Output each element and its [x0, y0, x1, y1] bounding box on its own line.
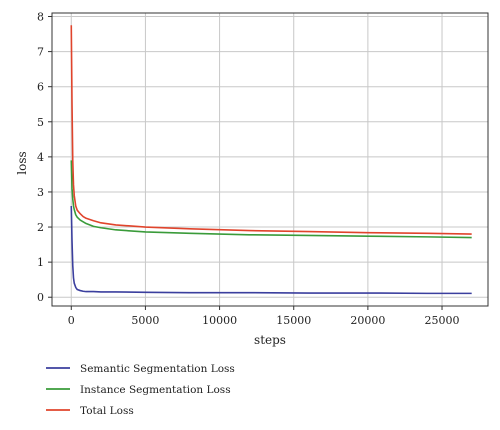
x-tick-label: 0	[68, 314, 75, 327]
x-tick-label: 10000	[202, 314, 237, 327]
legend-label: Semantic Segmentation Loss	[80, 363, 235, 375]
series-line-1	[70, 160, 472, 239]
y-tick-label: 3	[37, 186, 44, 199]
x-axis-ticks: 0 5000 10000 15000 20000 25000	[68, 306, 460, 327]
y-axis-ticks: 0 1 2 3 4 5 6 7 8	[37, 11, 52, 304]
y-tick-label: 1	[37, 256, 44, 269]
x-tick-label: 5000	[131, 314, 159, 327]
y-tick-label: 7	[37, 46, 44, 59]
grid-lines	[52, 13, 488, 306]
x-axis-label: steps	[254, 333, 286, 347]
y-tick-label: 8	[37, 11, 44, 24]
y-tick-label: 4	[37, 151, 44, 164]
x-tick-label: 20000	[350, 314, 385, 327]
x-tick-label: 15000	[276, 314, 311, 327]
x-tick-label: 25000	[425, 314, 460, 327]
plot-background	[52, 13, 488, 306]
y-tick-label: 5	[37, 116, 44, 129]
series-lines	[70, 25, 472, 295]
legend-label: Instance Segmentation Loss	[80, 384, 231, 396]
legend-label: Total Loss	[80, 405, 134, 417]
y-tick-label: 6	[37, 81, 44, 94]
y-axis-label: loss	[15, 151, 29, 174]
plot-frame	[51, 12, 489, 307]
series-line-2	[70, 25, 472, 235]
series-line-0	[70, 205, 472, 295]
y-tick-label: 0	[37, 291, 44, 304]
y-tick-label: 2	[37, 221, 44, 234]
legend: Semantic Segmentation Loss Instance Segme…	[46, 363, 235, 417]
